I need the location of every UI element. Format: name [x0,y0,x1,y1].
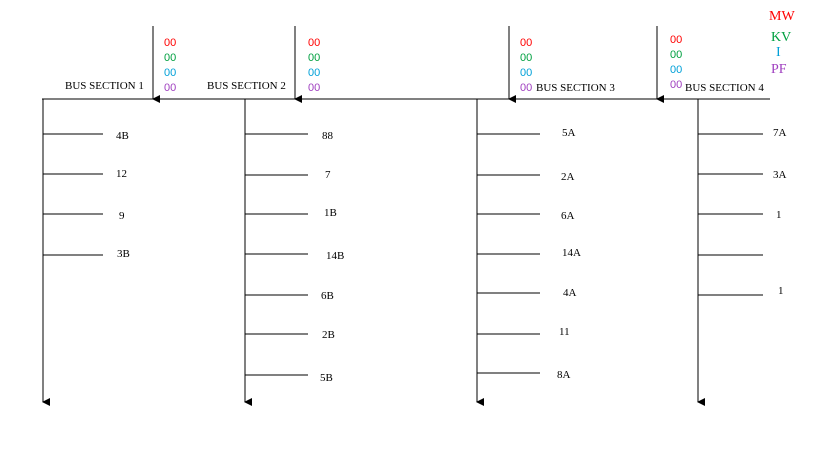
section-4-mw-value: 00 [670,34,682,46]
legend-pf: PF [771,62,787,77]
legend-mw: MW [769,9,795,24]
feeder-label: 6B [321,290,334,302]
section-4-pf-value: 00 [670,79,682,91]
feeder-label: 4A [563,287,577,299]
legend-kv: KV [771,30,791,45]
section-2-i-value: 00 [308,67,320,79]
feeder-label: 88 [322,130,334,142]
section-2-mw-value: 00 [308,37,320,49]
section-2-pf-value: 00 [308,82,320,94]
feeder-label: 6A [561,210,575,222]
feeder-label: 11 [559,326,570,338]
section-3-mw-value: 00 [520,37,532,49]
section-1-mw-value: 00 [164,37,176,49]
feeder-label: 12 [116,168,127,180]
section-1-pf-value: 00 [164,82,176,94]
section-1-i-value: 00 [164,67,176,79]
section-3-i-value: 00 [520,67,532,79]
bus-section-2-label: BUS SECTION 2 [207,80,286,92]
bus-section-1-label: BUS SECTION 1 [65,80,144,92]
feeder-label: 9 [119,210,125,222]
feeder-label: 3B [117,248,130,260]
section-4-i-value: 00 [670,64,682,76]
feeder-label: 14B [326,250,344,262]
feeder-label: 1 [778,285,784,297]
feeder-label: 2B [322,329,335,341]
feeder-label: 3A [773,169,787,181]
section-1-kv-value: 00 [164,52,176,64]
feeder-label: 1 [776,209,782,221]
feeder-label: 7A [773,127,787,139]
feeder-label: 1B [324,207,337,219]
section-4-kv-value: 00 [670,49,682,61]
feeder-label: 4B [116,130,129,142]
bus-section-4-label: BUS SECTION 4 [685,82,764,94]
section-2-kv-value: 00 [308,52,320,64]
feeder-label: 2A [561,171,575,183]
feeder-label: 8A [557,369,571,381]
section-3-kv-value: 00 [520,52,532,64]
feeder-label: 14A [562,247,581,259]
feeder-label: 7 [325,169,331,181]
legend-i: I [776,45,781,60]
section-3-pf-value: 00 [520,82,532,94]
feeder-label: 5B [320,372,333,384]
feeder-label: 5A [562,127,576,139]
bus-section-3-label: BUS SECTION 3 [536,82,615,94]
